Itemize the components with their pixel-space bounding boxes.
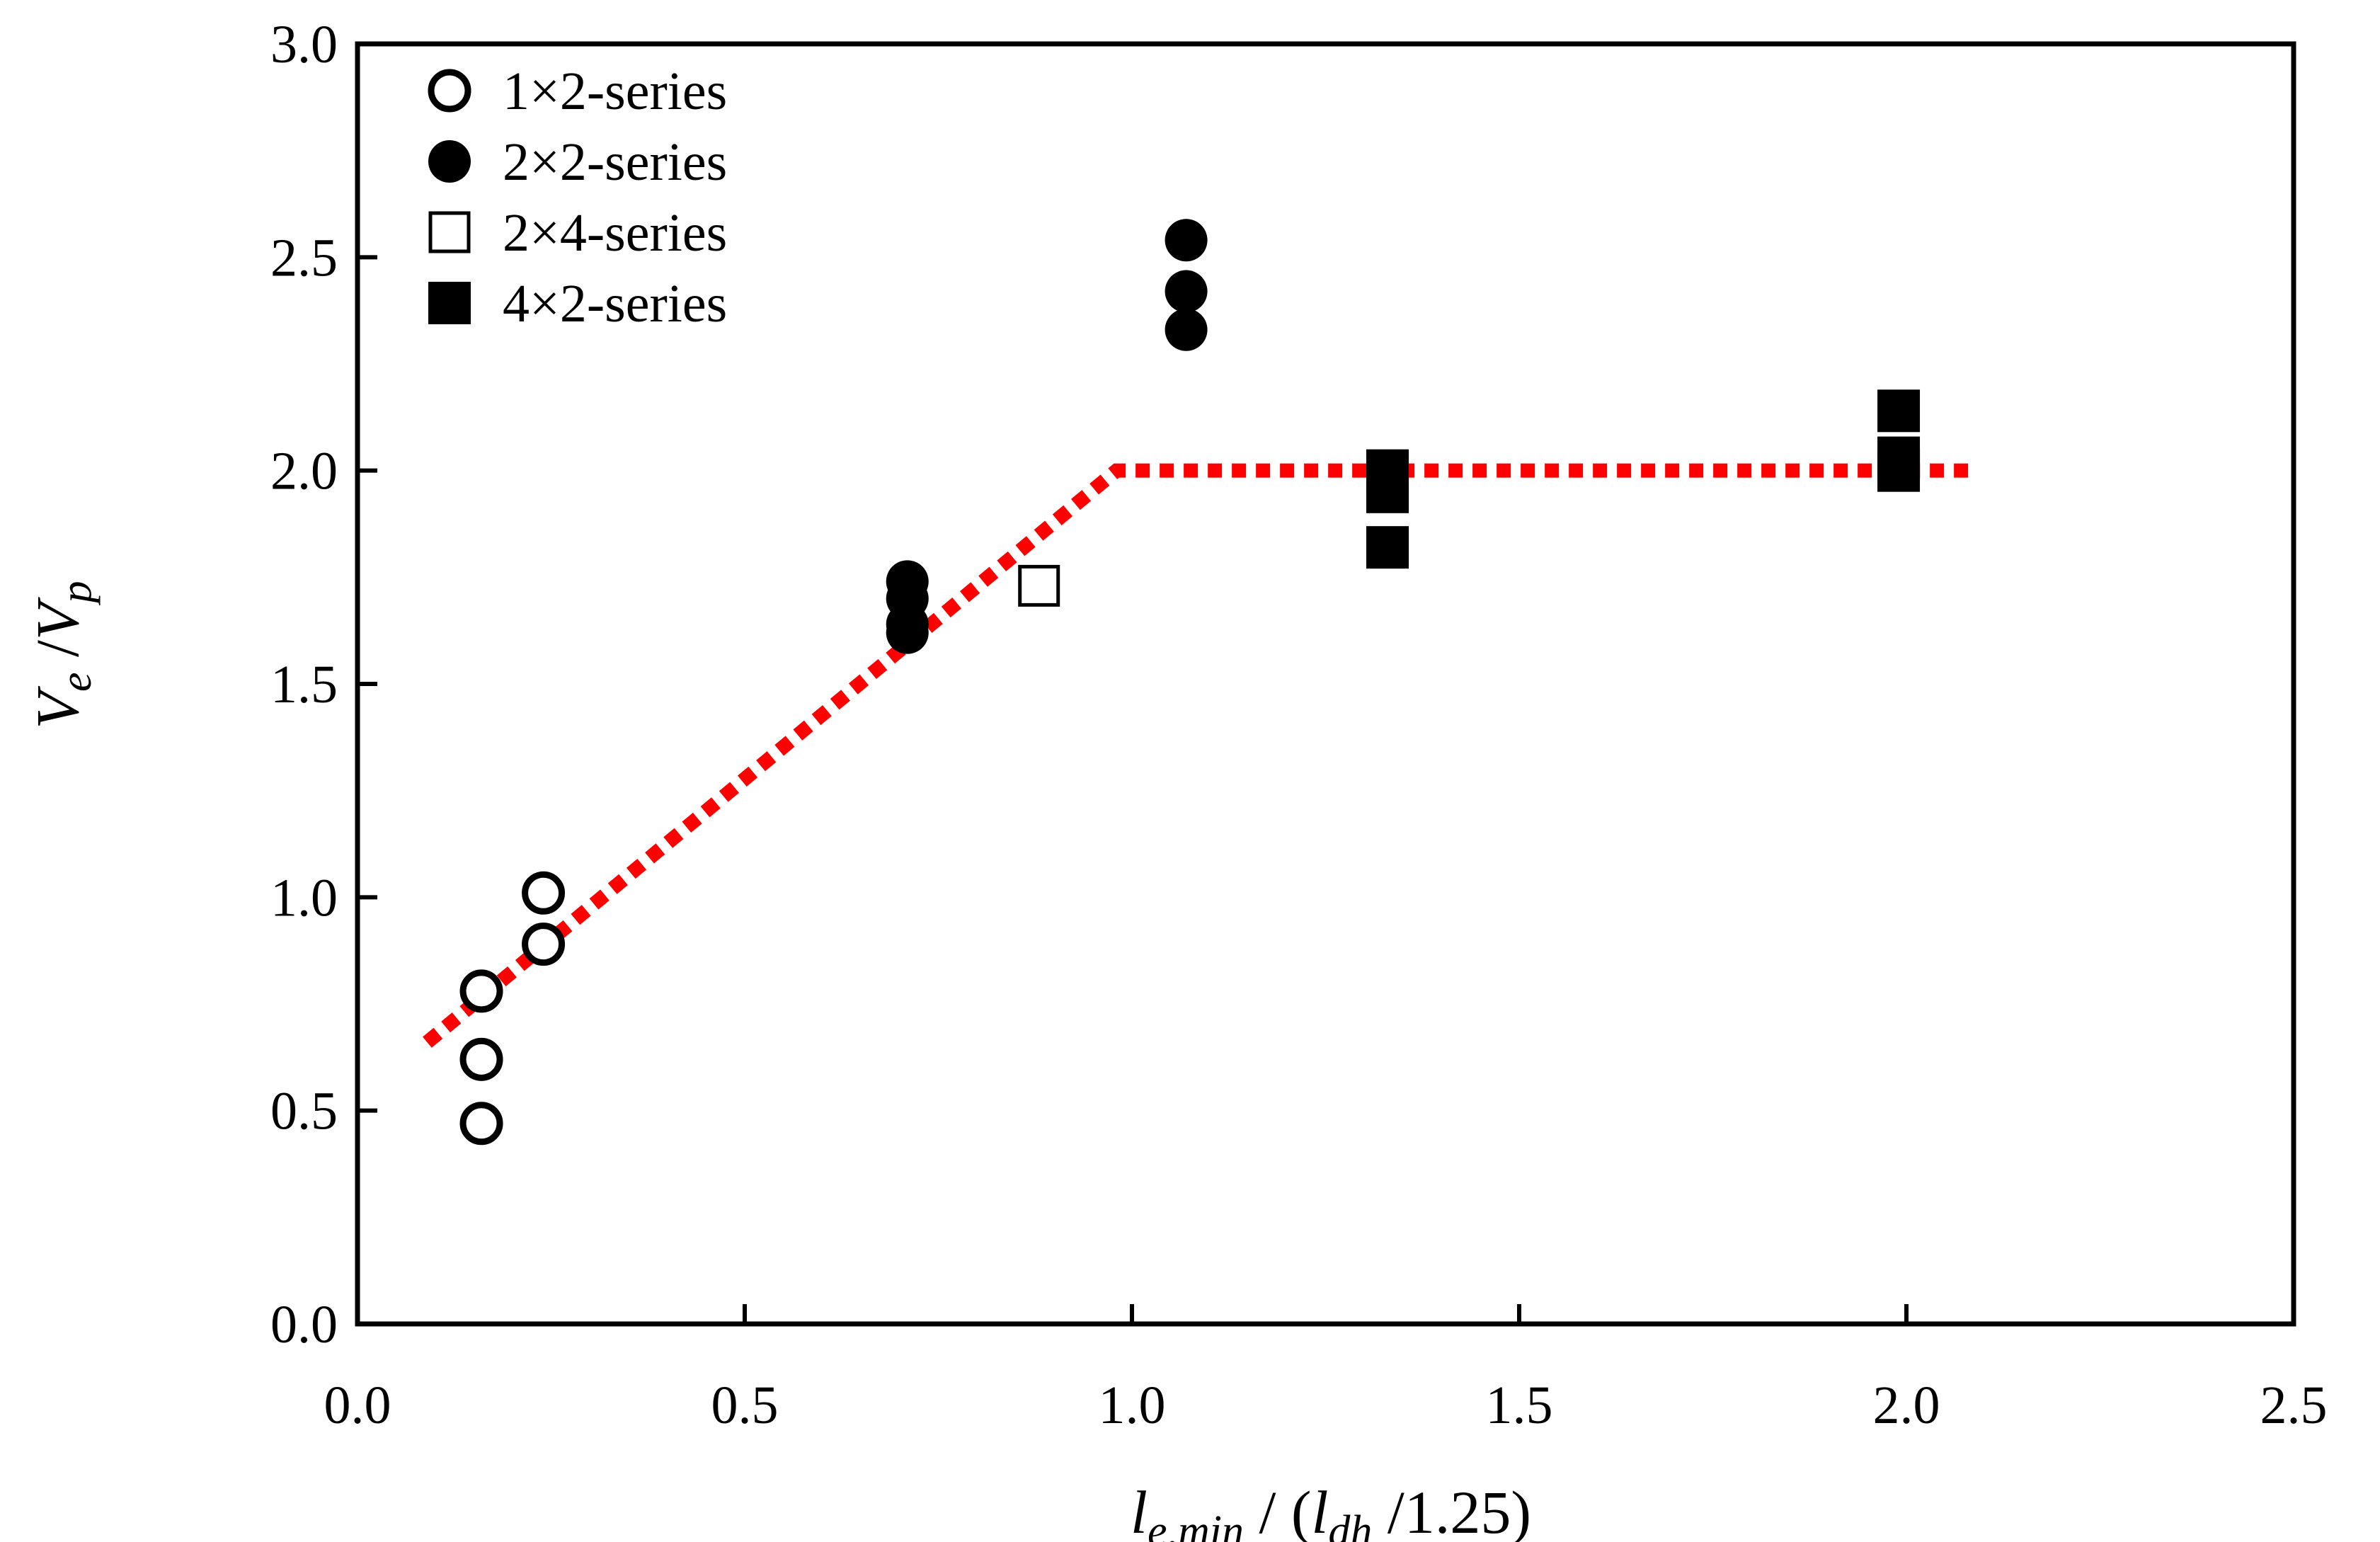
data-point bbox=[459, 1102, 503, 1146]
y-tick-label: 0.0 bbox=[270, 1295, 338, 1354]
data-point bbox=[1877, 449, 1921, 492]
series-filled-square bbox=[1366, 389, 1921, 569]
data-point bbox=[1366, 470, 1409, 513]
x-tick-label: 0.0 bbox=[324, 1376, 391, 1435]
series-open-square bbox=[1018, 564, 1060, 607]
legend-item: 2×4-series bbox=[428, 203, 727, 263]
y-tick-label: 2.0 bbox=[270, 442, 338, 501]
y-axis-title: Ve /Vp bbox=[23, 581, 101, 729]
legend-label: 4×2-series bbox=[503, 274, 727, 333]
series-open-circle bbox=[459, 871, 566, 1146]
x-axis-title: le,min / (ldh /1.25) bbox=[1131, 1478, 1531, 1542]
data-point bbox=[1165, 270, 1208, 313]
legend-item: 4×2-series bbox=[428, 274, 727, 333]
legend-item: 1×2-series bbox=[428, 62, 727, 121]
data-point bbox=[1877, 389, 1921, 433]
data-point bbox=[459, 1037, 503, 1081]
data-points bbox=[459, 219, 1921, 1146]
legend-marker bbox=[428, 282, 471, 324]
y-tick-label: 0.5 bbox=[270, 1082, 338, 1141]
data-point bbox=[1366, 526, 1409, 569]
legend-label: 2×4-series bbox=[503, 203, 727, 263]
series-filled-circle bbox=[886, 219, 1208, 654]
x-ticks: 0.0 0.5 1.0 1.5 2.0 2.5 bbox=[324, 1304, 2328, 1435]
data-point bbox=[1165, 308, 1208, 351]
x-tick-label: 1.0 bbox=[1099, 1376, 1166, 1435]
legend-label: 1×2-series bbox=[503, 62, 727, 121]
data-point bbox=[1018, 564, 1060, 607]
legend-marker bbox=[428, 69, 471, 113]
data-point bbox=[522, 923, 566, 966]
data-point bbox=[522, 871, 566, 915]
trend-line-group bbox=[423, 463, 1969, 1048]
x-tick-label: 2.0 bbox=[1873, 1376, 1940, 1435]
trend-line bbox=[423, 463, 1969, 1048]
data-point bbox=[886, 611, 929, 654]
legend: 1×2-series 2×2-series 2×4-series 4×2-series bbox=[428, 62, 727, 333]
y-tick-label: 3.0 bbox=[270, 15, 338, 74]
legend-marker bbox=[428, 140, 471, 183]
legend-label: 2×2-series bbox=[503, 132, 727, 192]
y-tick-label: 1.5 bbox=[270, 655, 338, 714]
y-tick-label: 2.5 bbox=[270, 228, 338, 287]
y-tick-label: 1.0 bbox=[270, 868, 338, 927]
y-ticks: 0.0 0.5 1.0 1.5 2.0 2.5 3.0 bbox=[270, 15, 377, 1354]
x-tick-label: 2.5 bbox=[2260, 1376, 2328, 1435]
legend-marker bbox=[428, 211, 471, 253]
x-tick-label: 1.5 bbox=[1486, 1376, 1553, 1435]
x-tick-label: 0.5 bbox=[711, 1376, 779, 1435]
legend-item: 2×2-series bbox=[428, 132, 727, 192]
data-point bbox=[459, 969, 503, 1013]
data-point bbox=[1165, 219, 1208, 262]
